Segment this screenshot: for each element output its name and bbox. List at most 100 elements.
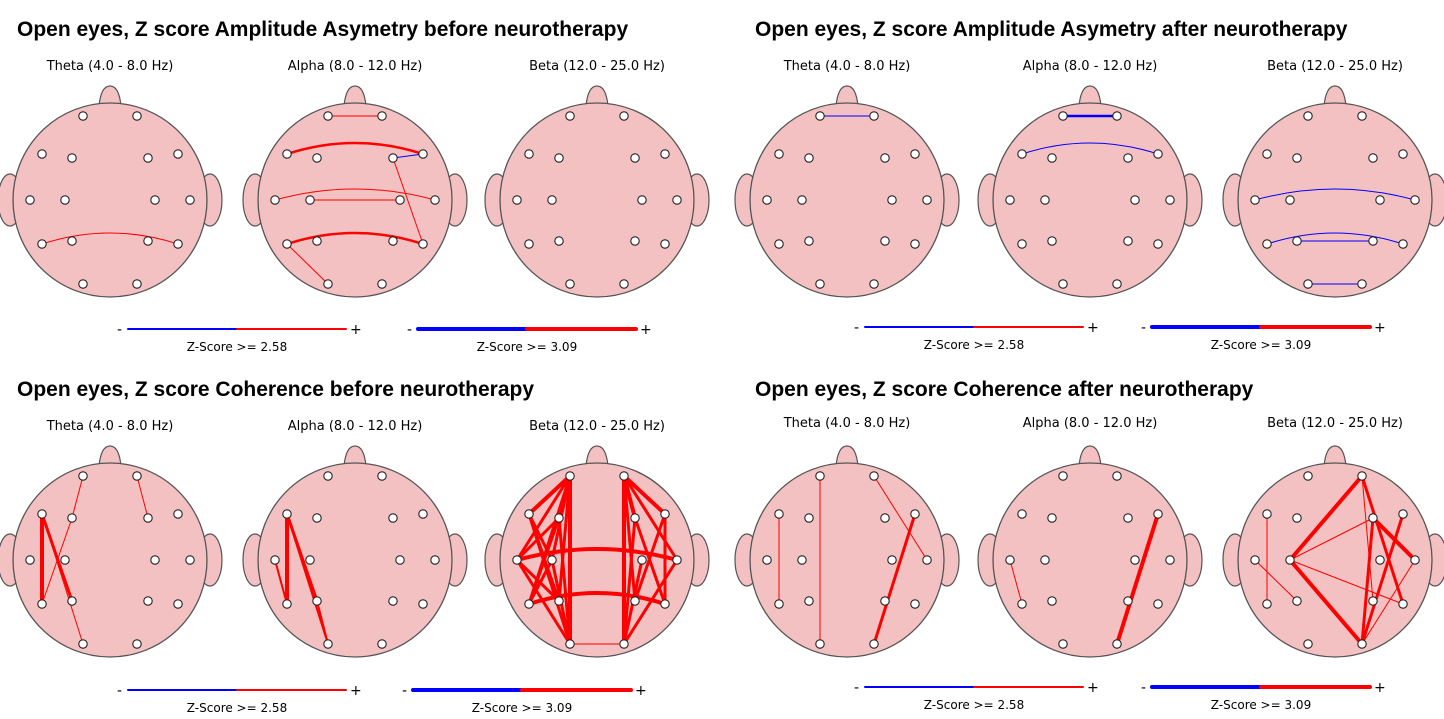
- electrode-fp1: [323, 471, 333, 481]
- electrode-t6: [1398, 599, 1408, 609]
- nose: [835, 445, 859, 467]
- head-map: Theta (4.0 - 8.0 Hz): [734, 416, 960, 658]
- electrode-o2: [619, 279, 629, 289]
- electrode-f8: [418, 509, 428, 519]
- electrode-f4: [1123, 153, 1133, 163]
- scale-label: Z-Score >= 3.09: [1211, 698, 1311, 712]
- scale-label: Z-Score >= 2.58: [187, 340, 287, 354]
- electrode-p3: [312, 236, 322, 246]
- electrode-f8: [910, 149, 920, 159]
- electrode-f4: [388, 513, 398, 523]
- head-map: Beta (12.0 - 25.0 Hz): [1222, 59, 1444, 298]
- electrode-o2: [1112, 279, 1122, 289]
- electrode-p3: [804, 596, 814, 606]
- electrode-f8: [660, 509, 670, 519]
- head-map: Theta (4.0 - 8.0 Hz): [0, 59, 223, 298]
- zscore-scale: - + Z-Score >= 3.09: [1141, 320, 1386, 352]
- electrode-t6: [418, 239, 428, 249]
- electrode-t4: [922, 195, 932, 205]
- electrode-c3: [1285, 555, 1295, 565]
- band-label: Beta (12.0 - 25.0 Hz): [1267, 59, 1403, 74]
- electrode-p3: [804, 236, 814, 246]
- electrode-c3: [305, 195, 315, 205]
- electrode-c4: [1130, 555, 1140, 565]
- panel-3: Open eyes, Z score Coherence before neur…: [0, 378, 710, 715]
- electrode-c4: [150, 555, 160, 565]
- scale-label: Z-Score >= 2.58: [924, 698, 1024, 712]
- link-f4-o2: [1360, 516, 1375, 646]
- zscore-scale: - + Z-Score >= 2.58: [854, 680, 1099, 712]
- electrode-t6: [910, 239, 920, 249]
- zscore-scale: - + Z-Score >= 3.09: [1141, 680, 1386, 712]
- electrode-f4: [1368, 153, 1378, 163]
- electrode-t4: [1410, 195, 1420, 205]
- nose: [98, 85, 122, 107]
- band-label: Beta (12.0 - 25.0 Hz): [529, 419, 665, 434]
- scale-plus: +: [1374, 680, 1386, 696]
- electrode-fp1: [565, 471, 575, 481]
- electrode-f4: [880, 153, 890, 163]
- electrode-c3: [60, 195, 70, 205]
- electrode-o2: [619, 639, 629, 649]
- electrode-o2: [869, 639, 879, 649]
- electrode-o1: [815, 279, 825, 289]
- electrode-c4: [887, 555, 897, 565]
- scalp: [749, 462, 945, 658]
- electrode-t5: [37, 599, 47, 609]
- link-fp1-f3: [71, 475, 84, 519]
- link-f8-o2: [1115, 512, 1160, 646]
- link-fp2-t4: [622, 474, 679, 562]
- scale-minus: -: [1141, 680, 1146, 696]
- scale-minus: -: [407, 322, 412, 338]
- electrode-c4: [637, 555, 647, 565]
- electrode-o2: [1357, 639, 1367, 649]
- electrode-t5: [524, 599, 534, 609]
- electrode-fp1: [78, 471, 88, 481]
- band-label: Alpha (8.0 - 12.0 Hz): [1023, 59, 1158, 74]
- electrode-fp2: [132, 111, 142, 121]
- electrode-f7: [774, 509, 784, 519]
- electrode-c4: [150, 195, 160, 205]
- electrode-p3: [1292, 236, 1302, 246]
- link-c3-f4: [1289, 517, 1374, 561]
- electrode-t5: [774, 239, 784, 249]
- link-f3-t3: [515, 516, 561, 562]
- head-map: Beta (12.0 - 25.0 Hz): [1222, 416, 1444, 658]
- electrode-f3: [554, 153, 564, 163]
- electrode-t6: [660, 239, 670, 249]
- electrode-p4: [880, 236, 890, 246]
- electrode-t4: [185, 195, 195, 205]
- electrode-fp1: [323, 111, 333, 121]
- link-fp2-f4: [136, 475, 149, 519]
- electrode-fp2: [619, 471, 629, 481]
- nose: [1323, 445, 1347, 467]
- link-t3-t4: [1254, 188, 1416, 201]
- electrode-t4: [672, 555, 682, 565]
- electrode-f8: [173, 509, 183, 519]
- scale-minus: -: [854, 320, 859, 336]
- electrode-fp2: [1357, 111, 1367, 121]
- electrode-p4: [143, 596, 153, 606]
- electrode-f8: [1153, 509, 1163, 519]
- electrode-p4: [143, 236, 153, 246]
- electrode-f3: [67, 513, 77, 523]
- electrode-f4: [1123, 513, 1133, 523]
- electrode-p4: [388, 236, 398, 246]
- electrode-f4: [1368, 513, 1378, 523]
- electrode-f3: [804, 153, 814, 163]
- electrode-t4: [672, 195, 682, 205]
- electrode-t3: [25, 555, 35, 565]
- electrode-fp1: [1058, 111, 1068, 121]
- band-label: Theta (4.0 - 8.0 Hz): [783, 59, 911, 74]
- electrode-t3: [270, 195, 280, 205]
- electrode-p3: [312, 596, 322, 606]
- electrode-f3: [1292, 513, 1302, 523]
- electrode-fp2: [1357, 471, 1367, 481]
- head-map: Beta (12.0 - 25.0 Hz): [484, 59, 710, 298]
- electrode-t4: [1165, 555, 1175, 565]
- link-t4-o2: [1361, 559, 1416, 645]
- link-p3-o1: [316, 600, 329, 645]
- scale-label: Z-Score >= 3.09: [472, 701, 572, 715]
- electrode-t6: [173, 239, 183, 249]
- scale-label: Z-Score >= 2.58: [924, 338, 1024, 352]
